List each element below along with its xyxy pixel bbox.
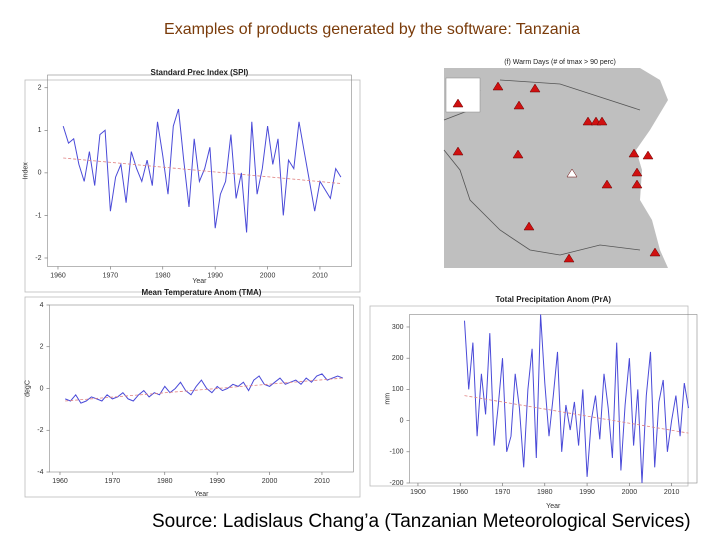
trend-line <box>65 377 343 402</box>
chart: Standard Prec Index (SPI) Year Index -2 -1 0 1… <box>22 68 361 293</box>
y-axis-label: degC <box>24 380 31 397</box>
series-line <box>65 373 344 404</box>
chart-frame <box>369 305 689 487</box>
y-tick-label: 1 <box>38 127 42 134</box>
x-tick-label: 1990 <box>209 478 225 485</box>
y-axis-label: mm <box>384 393 391 405</box>
source-note: Source: Ladislaus Chang’a (Tanzanian Met… <box>152 511 691 532</box>
trend-line <box>464 395 689 434</box>
slide-title: Examples of products generated by the so… <box>164 21 580 38</box>
x-tick-label: 1980 <box>155 272 171 279</box>
y-tick-label: 0 <box>400 417 404 424</box>
x-tick-label: 1990 <box>579 489 595 496</box>
x-axis-label: Year <box>546 503 561 510</box>
x-tick-label: 1980 <box>537 489 553 496</box>
map-legend <box>445 77 481 113</box>
y-axis-label: Index <box>22 162 29 180</box>
trend-line <box>63 157 341 184</box>
x-tick-label: 1980 <box>157 478 173 485</box>
chart: Total Precipitation Anom (PrA) Year mm -200… <box>369 295 698 510</box>
chart-title: Total Precipitation Anom (PrA) <box>495 295 611 304</box>
series-line <box>62 108 342 233</box>
chart-title: Standard Prec Index (SPI) <box>151 68 249 77</box>
x-tick-label: 1960 <box>52 478 68 485</box>
chart: Mean Temperature Anom (TMA) Year degC -4 -2 0… <box>24 288 361 498</box>
x-tick-label: 1970 <box>495 489 511 496</box>
x-tick-label: 1990 <box>207 272 223 279</box>
map-stations <box>452 81 661 263</box>
y-tick-label: -1 <box>35 212 41 219</box>
y-tick-label: 4 <box>40 302 44 309</box>
y-tick-label: -2 <box>35 255 41 262</box>
x-tick-label: 1900 <box>410 489 426 496</box>
plot-area <box>409 314 698 484</box>
chart-frame <box>24 296 361 498</box>
x-axis-label: Year <box>194 491 209 498</box>
y-tick-label: -4 <box>37 469 43 476</box>
y-tick-label: -200 <box>389 480 403 487</box>
x-tick-label: 2010 <box>314 478 330 485</box>
x-tick-label: 2010 <box>664 489 680 496</box>
y-tick-label: 300 <box>392 324 404 331</box>
x-tick-label: 1960 <box>50 272 66 279</box>
map-sea <box>636 68 700 268</box>
y-tick-label: 100 <box>392 386 404 393</box>
y-tick-label: 0 <box>38 170 42 177</box>
x-tick-label: 2010 <box>312 272 328 279</box>
y-tick-label: 200 <box>392 355 404 362</box>
map-title: (f) Warm Days (# of tmax > 90 perc) <box>504 59 616 66</box>
plot-area <box>47 74 352 267</box>
x-axis-label: Year <box>192 278 207 285</box>
chart-title: Mean Temperature Anom (TMA) <box>141 288 261 297</box>
x-tick-label: 2000 <box>260 272 276 279</box>
x-tick-label: 2000 <box>262 478 278 485</box>
series-line <box>464 314 689 484</box>
x-tick-label: 1960 <box>452 489 468 496</box>
x-tick-label: 2000 <box>622 489 638 496</box>
y-tick-label: 0 <box>40 385 44 392</box>
x-tick-label: 1970 <box>103 272 119 279</box>
y-tick-label: 2 <box>38 85 42 92</box>
chart-frame <box>24 79 361 293</box>
y-tick-label: 2 <box>40 344 44 351</box>
y-tick-label: -2 <box>37 427 43 434</box>
y-tick-label: -100 <box>389 449 403 456</box>
map: (f) Warm Days (# of tmax > 90 perc) <box>443 59 700 268</box>
x-tick-label: 1970 <box>105 478 121 485</box>
